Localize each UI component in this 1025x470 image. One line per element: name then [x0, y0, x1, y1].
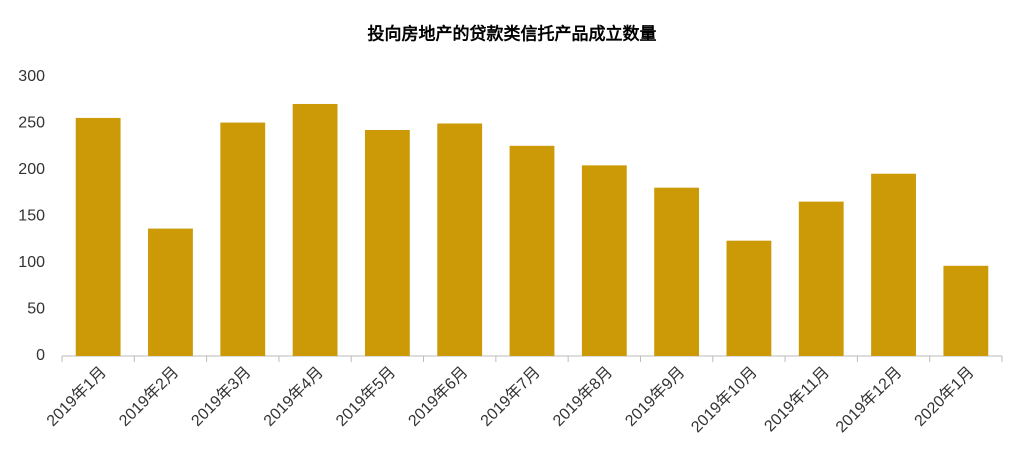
- y-tick-label: 250: [18, 115, 45, 132]
- y-tick-label: 50: [27, 301, 45, 318]
- x-tick-label: 2019年4月: [260, 363, 327, 430]
- x-tick-label: 2019年9月: [622, 363, 689, 430]
- bar: [871, 173, 916, 356]
- bar: [726, 240, 772, 356]
- bar: [75, 117, 121, 356]
- y-tick-label: 200: [18, 161, 45, 178]
- x-tick-label: 2019年5月: [332, 363, 399, 430]
- bar: [292, 103, 338, 356]
- x-tick-label: 2019年6月: [405, 363, 472, 430]
- x-tick-label: 2019年2月: [115, 363, 182, 430]
- chart-title: 投向房地产的贷款类信托产品成立数量: [368, 23, 657, 43]
- x-tick-label: 2019年8月: [549, 363, 616, 430]
- bar: [148, 228, 193, 356]
- x-tick-label: 2020年1月: [911, 363, 978, 430]
- y-tick-label: 100: [18, 254, 45, 271]
- x-tick-label: 2019年12月: [832, 363, 905, 436]
- x-tick-label: 2019年1月: [43, 363, 110, 430]
- bar: [509, 145, 555, 356]
- bar: [364, 130, 410, 356]
- bar: [437, 123, 483, 356]
- x-tick-label: 2019年3月: [188, 363, 255, 430]
- bar: [943, 265, 989, 356]
- x-tick-label: 2019年11月: [761, 363, 833, 435]
- y-tick-label: 150: [18, 208, 45, 225]
- bar: [798, 201, 844, 356]
- y-tick-label: 0: [36, 347, 45, 364]
- bar: [220, 122, 266, 356]
- x-tick-label: 2019年10月: [688, 363, 761, 436]
- y-tick-label: 300: [18, 68, 45, 85]
- bar: [581, 165, 627, 356]
- bar: [654, 187, 700, 356]
- x-tick-label: 2019年7月: [477, 363, 544, 430]
